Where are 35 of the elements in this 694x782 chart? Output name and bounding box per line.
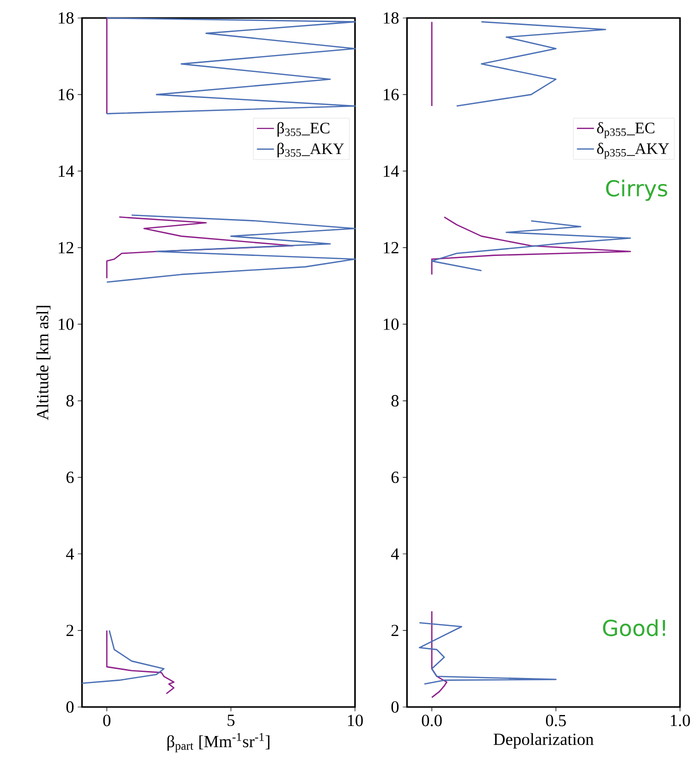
y-tick-label: 6 — [66, 472, 74, 484]
y-tick-label: 12 — [384, 242, 398, 254]
y-tick-label: 18 — [58, 12, 74, 24]
y-tick-label: 0 — [66, 701, 74, 713]
y-tick-label: 2 — [66, 624, 74, 636]
y-tick-label: 2 — [392, 624, 398, 636]
y-tick-label: 8 — [391, 395, 399, 406]
legend-label: β$_{355}$_EC — [278, 122, 330, 137]
y-tick-label: 16 — [384, 88, 399, 100]
x-tick-label: 1.0 — [670, 714, 690, 726]
y-tick-label: 6 — [392, 472, 399, 484]
x-tick-label: 0 — [103, 714, 110, 726]
y-tick-label: 10 — [384, 318, 399, 330]
legend-label: β$_{355}$_AKY — [278, 142, 344, 158]
x-axis-title: Depolarization — [494, 733, 594, 748]
y-axis-title: Altitude [km asl] — [36, 306, 50, 420]
y-tick-label: 18 — [384, 12, 399, 24]
y-tick-label: 14 — [58, 166, 74, 177]
y-tick-label: 12 — [58, 242, 74, 254]
legend-label: δ$_{p355}$_EC — [597, 122, 654, 138]
y-tick-label: 4 — [391, 548, 400, 560]
x-axis-title: β$_{part}$ [Mm$^{-1}$sr$^{-1}$] — [168, 733, 270, 752]
annotation: Cirrys — [606, 180, 668, 201]
x-tick-label: 10 — [348, 714, 363, 726]
y-tick-label: 0 — [391, 701, 399, 713]
x-tick-label: 5 — [228, 714, 235, 726]
y-tick-label: 16 — [58, 88, 74, 100]
x-tick-label: 0.0 — [422, 714, 442, 726]
y-tick-label: 8 — [66, 395, 74, 406]
annotation: Good! — [603, 619, 666, 636]
y-tick-label: 10 — [58, 318, 74, 330]
y-tick-label: 4 — [66, 548, 74, 560]
y-tick-label: 14 — [384, 166, 400, 177]
x-tick-label: 0.5 — [546, 714, 566, 726]
legend-label: δ$_{p355}$_AKY — [597, 142, 669, 159]
